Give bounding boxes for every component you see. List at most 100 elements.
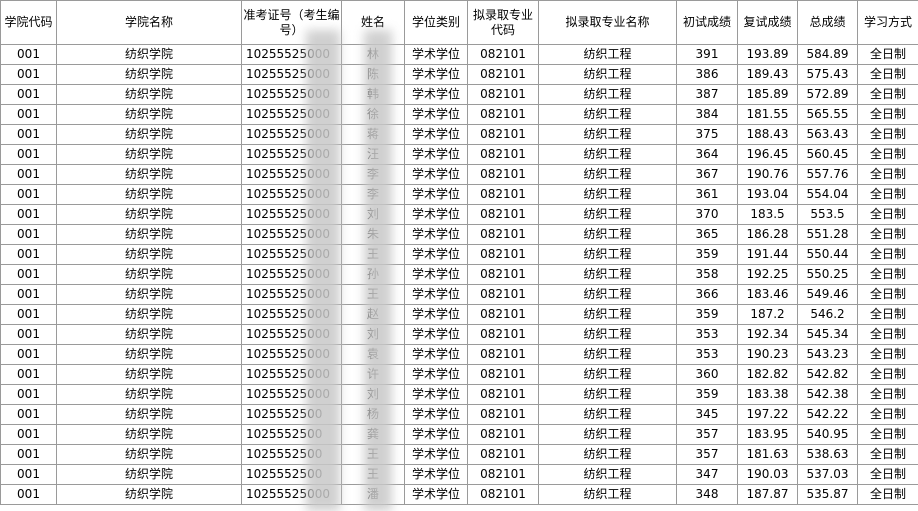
table-cell: 全日制: [857, 184, 918, 205]
table-cell: 353: [676, 324, 738, 345]
table-cell: 575.43: [797, 64, 858, 85]
table-row: 001纺织学院10255525000刘学术学位082101纺织工程353192.…: [0, 324, 918, 345]
table-cell: 549.46: [797, 284, 858, 305]
table-cell: 纺织学院: [56, 464, 242, 485]
table-cell: 纺织学院: [56, 284, 242, 305]
table-cell: 学术学位: [404, 304, 468, 325]
table-cell: 全日制: [857, 264, 918, 285]
table-cell: 183.5: [737, 204, 798, 225]
table-cell: 纺织工程: [538, 344, 677, 365]
table-cell: 082101: [467, 244, 539, 265]
table-cell: 全日制: [857, 44, 918, 65]
table-cell: 纺织学院: [56, 324, 242, 345]
table-cell: 375: [676, 124, 738, 145]
table-cell: 全日制: [857, 444, 918, 465]
table-cell: 359: [676, 304, 738, 325]
table-cell: 纺织学院: [56, 344, 242, 365]
table-cell: 186.28: [737, 224, 798, 245]
column-header: 拟录取专业代码: [467, 0, 539, 45]
table-cell: 384: [676, 104, 738, 125]
table-cell: 001: [0, 484, 57, 505]
table-cell: 学术学位: [404, 384, 468, 405]
column-header: 复试成绩: [737, 0, 798, 45]
table-cell: 纺织学院: [56, 64, 242, 85]
table-cell: 全日制: [857, 64, 918, 85]
table-cell: 540.95: [797, 424, 858, 445]
table-cell: 纺织工程: [538, 304, 677, 325]
table-cell: 367: [676, 164, 738, 185]
table-cell: 纺织学院: [56, 44, 242, 65]
table-cell: 082101: [467, 84, 539, 105]
table-cell: 纺织学院: [56, 84, 242, 105]
table-cell: 001: [0, 404, 57, 425]
table-cell: 学术学位: [404, 344, 468, 365]
table-cell: 353: [676, 344, 738, 365]
table-cell: 082101: [467, 164, 539, 185]
table-cell: 001: [0, 344, 57, 365]
column-header: 学院代码: [0, 0, 57, 45]
table-cell: 082101: [467, 144, 539, 165]
table-cell: 纺织学院: [56, 184, 242, 205]
table-cell: 082101: [467, 124, 539, 145]
table-cell: 学术学位: [404, 64, 468, 85]
table-cell: 纺织工程: [538, 244, 677, 265]
table-cell: 082101: [467, 304, 539, 325]
table-cell: 193.89: [737, 44, 798, 65]
table-cell: 082101: [467, 44, 539, 65]
table-cell: 纺织学院: [56, 424, 242, 445]
table-cell: 学术学位: [404, 244, 468, 265]
table-cell: 全日制: [857, 304, 918, 325]
table-cell: 学术学位: [404, 164, 468, 185]
table-row: 001纺织学院10255525000袁学术学位082101纺织工程353190.…: [0, 344, 918, 365]
table-cell: 001: [0, 44, 57, 65]
table-cell: 学术学位: [404, 484, 468, 505]
column-header: 学院名称: [56, 0, 242, 45]
table-cell: 学术学位: [404, 264, 468, 285]
table-cell: 572.89: [797, 84, 858, 105]
table-cell: 181.63: [737, 444, 798, 465]
table-cell: 001: [0, 84, 57, 105]
table-cell: 纺织工程: [538, 264, 677, 285]
table-row: 001纺织学院10255525000林学术学位082101纺织工程391193.…: [0, 44, 918, 65]
table-row: 001纺织学院10255525000蒋学术学位082101纺织工程375188.…: [0, 124, 918, 145]
table-cell: 学术学位: [404, 184, 468, 205]
table-cell: 361: [676, 184, 738, 205]
table-cell: 082101: [467, 484, 539, 505]
table-cell: 纺织学院: [56, 124, 242, 145]
table-cell: 082101: [467, 324, 539, 345]
table-cell: 纺织工程: [538, 364, 677, 385]
table-cell: 学术学位: [404, 44, 468, 65]
column-header: 初试成绩: [676, 0, 738, 45]
table-cell: 纺织工程: [538, 484, 677, 505]
table-cell: 553.5: [797, 204, 858, 225]
table-cell: 全日制: [857, 344, 918, 365]
table-cell: 纺织工程: [538, 464, 677, 485]
table-cell: 学术学位: [404, 444, 468, 465]
table-cell: 学术学位: [404, 224, 468, 245]
table-cell: 全日制: [857, 84, 918, 105]
table-cell: 551.28: [797, 224, 858, 245]
table-cell: 189.43: [737, 64, 798, 85]
table-cell: 082101: [467, 404, 539, 425]
table-cell: 学术学位: [404, 204, 468, 225]
table-cell: 全日制: [857, 484, 918, 505]
table-cell: 543.23: [797, 344, 858, 365]
table-cell: 082101: [467, 104, 539, 125]
table-cell: 357: [676, 444, 738, 465]
table-cell: 纺织工程: [538, 64, 677, 85]
table-cell: 082101: [467, 424, 539, 445]
table-cell: 纺织学院: [56, 304, 242, 325]
table-cell: 001: [0, 204, 57, 225]
table-cell: 纺织工程: [538, 184, 677, 205]
table-cell: 纺织学院: [56, 484, 242, 505]
table-cell: 全日制: [857, 324, 918, 345]
table-cell: 001: [0, 304, 57, 325]
table-cell: 366: [676, 284, 738, 305]
table-cell: 187.87: [737, 484, 798, 505]
table-cell: 082101: [467, 444, 539, 465]
table-cell: 183.38: [737, 384, 798, 405]
table-cell: 187.2: [737, 304, 798, 325]
table-cell: 纺织学院: [56, 244, 242, 265]
table-cell: 全日制: [857, 404, 918, 425]
table-cell: 学术学位: [404, 424, 468, 445]
